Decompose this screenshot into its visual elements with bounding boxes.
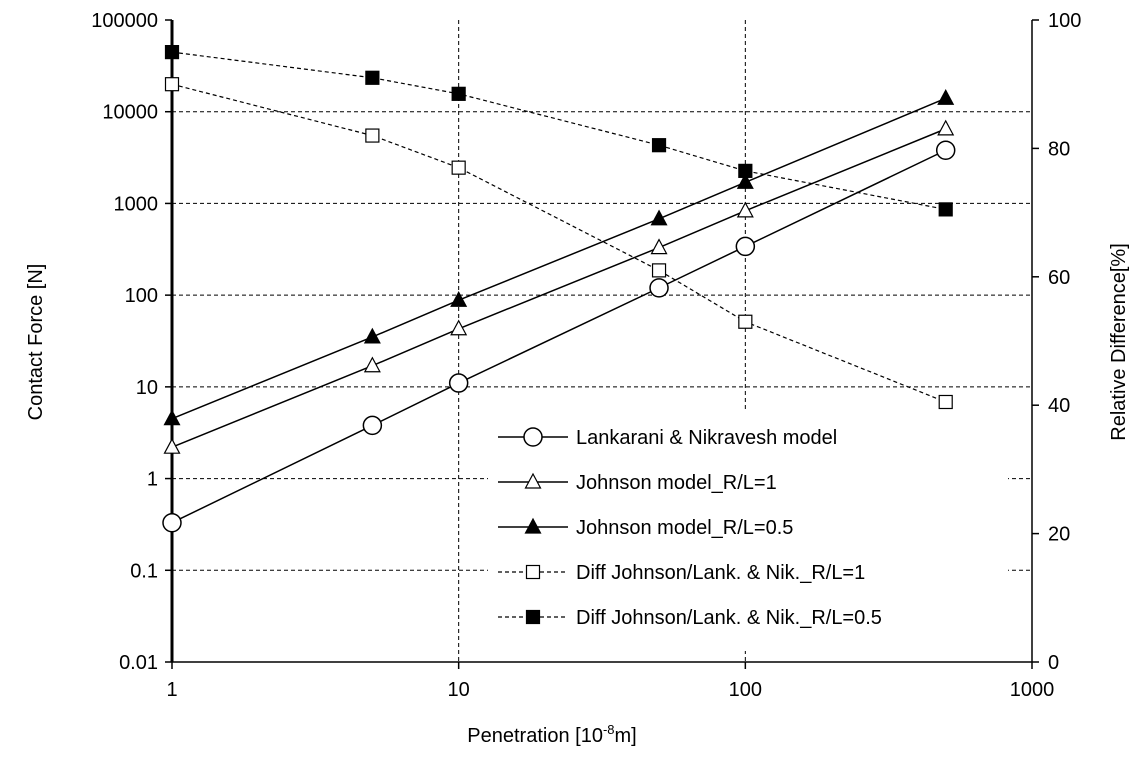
series-line — [171, 97, 946, 420]
series-4 — [164, 77, 953, 410]
data-point — [938, 394, 953, 410]
data-point — [365, 128, 380, 143]
data-point — [164, 77, 180, 92]
x-tick-label: 10 — [448, 679, 470, 701]
y2-tick-label: 60 — [1048, 267, 1070, 289]
data-point — [738, 163, 753, 178]
data-point — [450, 290, 468, 307]
y-tick-label: 1000 — [114, 193, 159, 215]
data-point — [362, 415, 383, 436]
data-point — [736, 173, 754, 189]
data-point — [937, 89, 955, 105]
data-point — [163, 409, 181, 426]
data-point — [162, 512, 182, 533]
legend-item: Diff Johnson/Lank. & Nik._R/L=1 — [498, 562, 865, 584]
data-point — [365, 70, 380, 85]
data-point — [649, 278, 669, 298]
data-point — [650, 209, 668, 226]
plot-area — [162, 44, 956, 533]
y-tick-label: 100000 — [91, 10, 158, 32]
tick-labels: 1 10 100 1000 0.01 0.1 1 10 100 1000 10000 100000 0 2… — [91, 10, 1081, 701]
series-line — [171, 83, 946, 403]
series-5 — [164, 44, 953, 217]
data-point — [735, 236, 756, 257]
x-tick-label: 1 — [166, 679, 177, 701]
x-tick-label: 1000 — [1010, 679, 1055, 701]
y2-tick-label: 20 — [1048, 524, 1070, 546]
data-point — [935, 140, 956, 161]
data-point — [651, 138, 667, 153]
data-point — [451, 86, 466, 101]
series-line — [171, 51, 946, 210]
legend-marker — [523, 427, 543, 447]
data-point — [363, 356, 381, 373]
legend-label: Lankarani & Nikravesh model — [576, 427, 837, 449]
series-3 — [163, 89, 955, 426]
legend-marker — [525, 609, 541, 625]
data-point — [736, 201, 754, 218]
data-point — [164, 44, 180, 60]
y-tick-label: 100 — [125, 285, 158, 307]
y-tick-label: 10000 — [102, 102, 158, 124]
x-axis-title: Penetration [10-8m] — [467, 722, 636, 747]
data-point — [738, 314, 753, 329]
y-axis-title: Contact Force [N] — [25, 264, 47, 421]
y2-axis-title: Relative Difference[%] — [1108, 243, 1130, 441]
y2-tick-label: 40 — [1048, 395, 1070, 417]
series-2 — [163, 119, 955, 454]
legend-item: Diff Johnson/Lank. & Nik._R/L=0.5 — [498, 607, 882, 629]
y-tick-label: 1 — [147, 469, 158, 491]
data-point — [451, 160, 466, 175]
data-point — [448, 373, 469, 393]
series-1 — [162, 140, 956, 533]
y2-tick-label: 0 — [1048, 652, 1059, 674]
data-point — [938, 202, 953, 217]
legend: Lankarani & Nikravesh model Johnson model… — [488, 411, 1008, 651]
legend-marker — [525, 564, 541, 580]
legend-label: Diff Johnson/Lank. & Nik._R/L=1 — [576, 562, 865, 584]
legend-marker — [524, 472, 542, 489]
legend-item: Johnson model_R/L=1 — [498, 472, 777, 494]
data-point — [651, 263, 667, 278]
data-point — [450, 319, 468, 336]
y-tick-label: 0.01 — [119, 652, 158, 674]
data-point — [163, 437, 181, 454]
legend-marker — [524, 517, 542, 534]
y-tick-label: 0.1 — [130, 560, 158, 582]
series-line — [171, 149, 947, 524]
data-point — [937, 119, 955, 136]
legend-background — [488, 411, 1008, 651]
legend-label: Johnson model_R/L=0.5 — [576, 517, 793, 539]
axes — [165, 19, 1039, 669]
legend-item: Lankarani & Nikravesh model — [498, 427, 837, 449]
legend-item: Johnson model_R/L=0.5 — [498, 517, 793, 539]
series-line — [171, 128, 946, 448]
legend-label: Johnson model_R/L=1 — [576, 472, 777, 494]
y2-tick-label: 100 — [1048, 10, 1081, 32]
legend-label: Diff Johnson/Lank. & Nik._R/L=0.5 — [576, 607, 882, 629]
data-point — [363, 327, 381, 344]
data-point — [650, 238, 668, 255]
y2-tick-label: 80 — [1048, 138, 1070, 160]
y-tick-label: 10 — [136, 377, 158, 399]
x-tick-label: 100 — [729, 679, 762, 701]
